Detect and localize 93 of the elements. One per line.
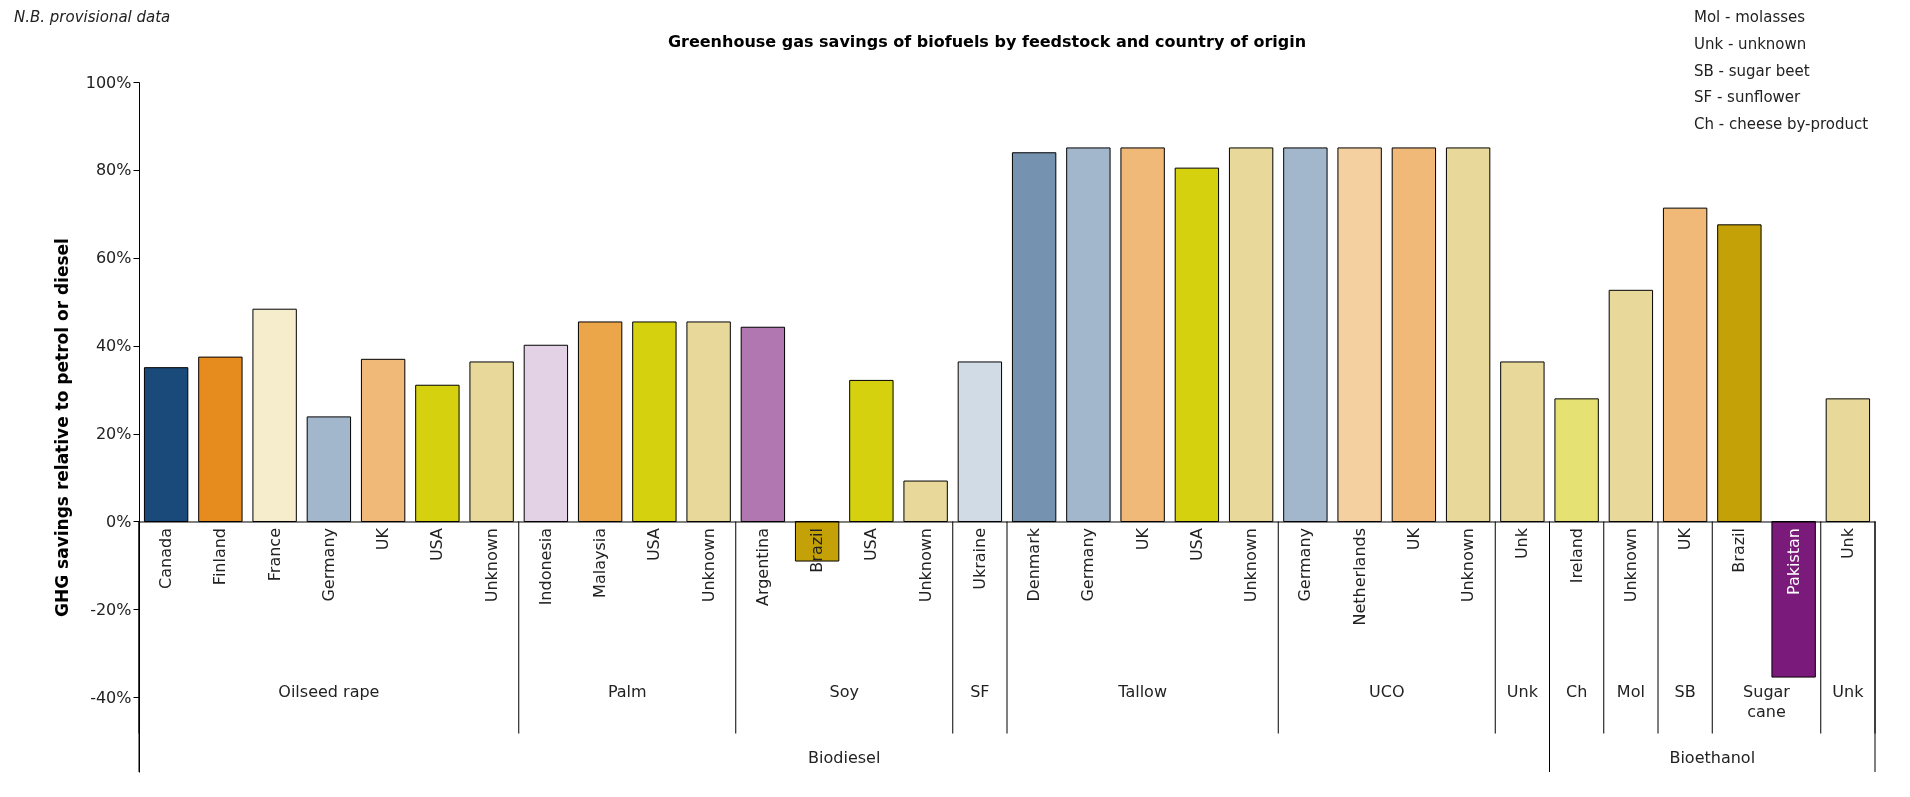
bar — [686, 321, 731, 522]
annotation: Ch - cheese by-product — [1694, 115, 1869, 134]
annotation: Mol — [1616, 682, 1645, 702]
bar — [1391, 147, 1437, 522]
text: Unk - unknown — [1694, 34, 1807, 53]
y-tick-label: -20% — [90, 599, 132, 619]
x-tick-label: Unknown — [1620, 527, 1640, 603]
x-tick-label: Unknown — [915, 527, 935, 603]
x-tick-label: Brazil — [807, 527, 827, 573]
bar — [1825, 398, 1871, 522]
y-tick-label: 100% — [85, 72, 132, 92]
bar — [1228, 147, 1274, 522]
text: SB - sugar beet — [1694, 61, 1810, 80]
bar — [1554, 398, 1599, 522]
x-tick-label: UK — [1132, 527, 1152, 551]
bar — [198, 356, 243, 522]
bar — [1662, 207, 1708, 522]
y-tick-label: 0% — [106, 511, 132, 531]
x-tick-label: Argentina — [752, 527, 772, 607]
x-tick-label: Germany — [318, 527, 338, 602]
bar — [1337, 147, 1382, 522]
x-tick-label: Canada — [156, 527, 176, 589]
bar — [740, 326, 786, 522]
bar — [1771, 520, 1816, 678]
bar — [903, 480, 948, 522]
x-tick-label: Germany — [1295, 527, 1315, 602]
text: Mol - molasses — [1694, 8, 1806, 26]
annotation: Soy — [829, 682, 859, 702]
annotation: Bioethanol — [1669, 748, 1756, 768]
x-tick-label: UK — [1675, 527, 1695, 551]
x-tick-label: USA — [1186, 527, 1206, 562]
annotation: SF - sunflower — [1694, 88, 1802, 107]
x-tick-label: Unknown — [481, 527, 501, 603]
x-tick-label: USA — [427, 527, 447, 562]
bar — [523, 344, 569, 522]
bar — [577, 321, 623, 522]
bar — [143, 367, 189, 522]
annotation: Ch — [1565, 682, 1588, 702]
annotation: SF — [970, 682, 990, 702]
x-tick-label: USA — [644, 527, 664, 562]
x-tick-label: Denmark — [1024, 527, 1044, 602]
x-tick-label: Ukraine — [969, 527, 989, 590]
x-tick-label: Germany — [1078, 527, 1098, 602]
x-tick-label: Netherlands — [1349, 527, 1369, 626]
chart-title: Greenhouse gas savings of biofuels by feedstock and country of origin — [667, 32, 1307, 51]
y-tick-label: 20% — [95, 424, 132, 444]
x-tick-label: France — [264, 527, 284, 582]
annotation: Unk — [1832, 682, 1865, 702]
y-tick-label: 80% — [95, 160, 132, 180]
x-tick-label: Unk — [1837, 527, 1857, 560]
bar — [1011, 152, 1057, 522]
bar — [1283, 147, 1328, 522]
bar — [252, 308, 297, 522]
bar — [1066, 147, 1111, 522]
x-tick-label: Unk — [1512, 527, 1532, 560]
bar — [1174, 167, 1220, 522]
annotation: Sugar cane — [1743, 682, 1791, 722]
bar — [957, 361, 1003, 522]
annotation: SB — [1674, 682, 1696, 702]
text: N.B. provisional data — [14, 8, 171, 26]
annotation: Tallow — [1117, 682, 1167, 702]
x-tick-label: Unknown — [1241, 527, 1261, 603]
y-tick-label: 60% — [95, 248, 132, 268]
y-axis-title: GHG savings relative to petrol or diesel — [51, 238, 72, 617]
x-tick-label: UK — [1403, 527, 1423, 551]
x-tick-label: Ireland — [1566, 527, 1586, 584]
bar — [415, 384, 460, 522]
bar — [1445, 147, 1491, 522]
bar — [306, 416, 352, 522]
x-tick-label: Pakistan — [1783, 527, 1803, 595]
x-tick-label: Brazil — [1729, 527, 1749, 573]
annotation: Palm — [607, 682, 647, 702]
bar — [849, 379, 894, 522]
x-tick-label: Unknown — [1458, 527, 1478, 603]
x-tick-label: Finland — [210, 527, 230, 586]
bar — [1120, 147, 1165, 522]
annotation: Oilseed rape — [278, 682, 380, 702]
annotation: Unk — [1506, 682, 1539, 702]
y-tick-label: -40% — [90, 687, 132, 707]
bar — [1717, 224, 1762, 522]
bar — [632, 321, 677, 522]
x-tick-label: USA — [861, 527, 881, 562]
x-tick-label: Unknown — [698, 527, 718, 603]
x-tick-label: Indonesia — [535, 527, 555, 606]
annotation: UCO — [1369, 682, 1405, 702]
x-tick-label: UK — [373, 527, 393, 551]
y-tick-label: 40% — [95, 336, 132, 356]
bar — [1608, 289, 1654, 522]
bar — [469, 361, 514, 522]
x-tick-label: Malaysia — [590, 527, 610, 598]
annotation: Biodiesel — [808, 748, 881, 768]
bar — [1500, 361, 1545, 522]
bar — [360, 358, 406, 522]
